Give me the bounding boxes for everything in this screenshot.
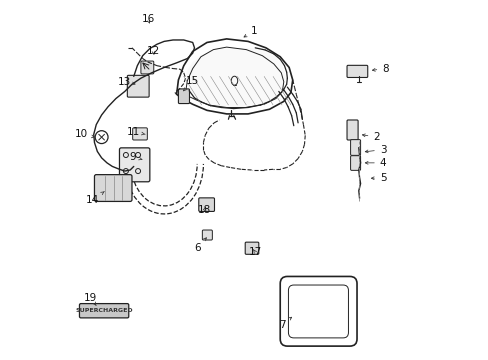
FancyBboxPatch shape: [127, 75, 149, 97]
FancyBboxPatch shape: [350, 140, 360, 156]
FancyBboxPatch shape: [346, 120, 357, 140]
FancyBboxPatch shape: [94, 175, 132, 202]
Text: 19: 19: [84, 293, 97, 306]
FancyBboxPatch shape: [80, 303, 128, 318]
Text: 16: 16: [141, 14, 154, 24]
FancyBboxPatch shape: [178, 89, 189, 104]
Text: 7: 7: [278, 317, 291, 330]
Text: 10: 10: [74, 129, 94, 139]
Text: 2: 2: [362, 132, 379, 142]
Text: 6: 6: [194, 238, 206, 253]
FancyBboxPatch shape: [244, 242, 258, 254]
Text: 14: 14: [86, 192, 104, 204]
Text: 9: 9: [129, 152, 142, 162]
Text: 17: 17: [248, 247, 261, 257]
Text: 1: 1: [244, 26, 257, 37]
Text: 13: 13: [118, 77, 135, 87]
FancyBboxPatch shape: [346, 65, 367, 77]
Text: 11: 11: [126, 127, 145, 137]
Text: SUPERCHARGED: SUPERCHARGED: [75, 308, 133, 313]
Text: 5: 5: [370, 173, 386, 183]
FancyBboxPatch shape: [141, 61, 153, 74]
Text: 18: 18: [198, 205, 211, 215]
Text: 12: 12: [146, 46, 160, 56]
Text: 8: 8: [372, 64, 388, 73]
FancyBboxPatch shape: [119, 148, 149, 182]
Text: 3: 3: [365, 145, 386, 155]
FancyBboxPatch shape: [350, 156, 360, 170]
FancyBboxPatch shape: [198, 198, 214, 211]
FancyBboxPatch shape: [132, 128, 147, 140]
Text: 4: 4: [365, 158, 386, 168]
Polygon shape: [185, 48, 286, 108]
Text: 15: 15: [183, 76, 199, 91]
FancyBboxPatch shape: [202, 230, 212, 240]
